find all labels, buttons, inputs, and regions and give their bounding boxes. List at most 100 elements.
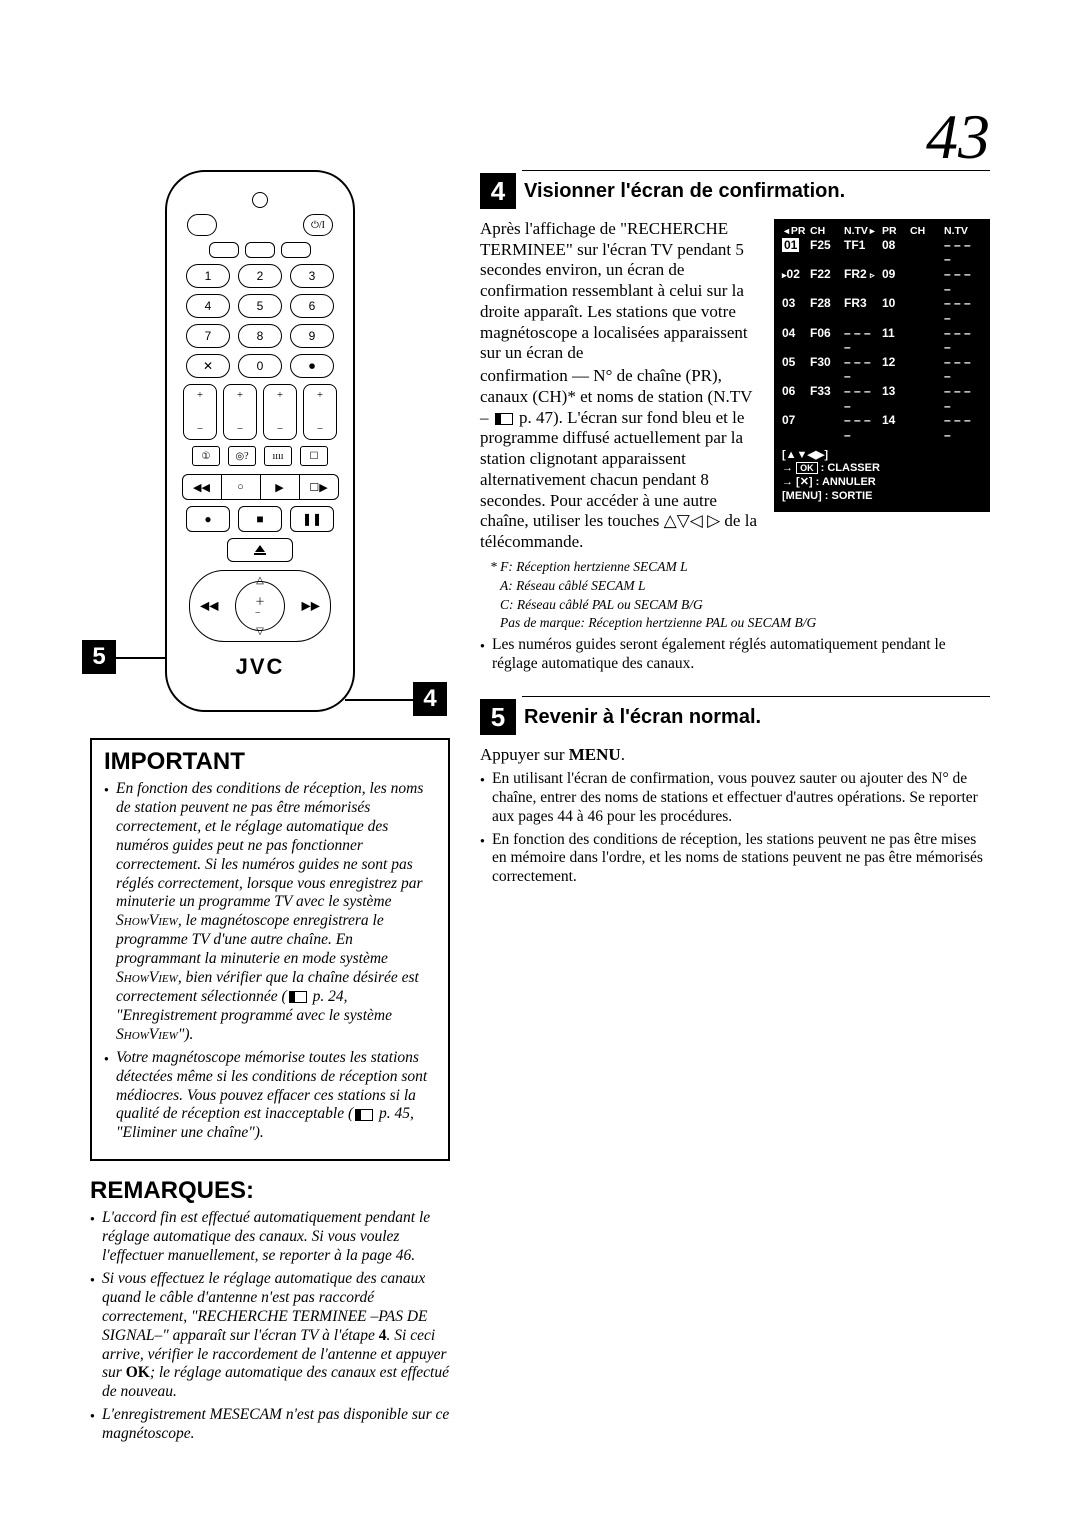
cell: F22	[810, 267, 840, 296]
manual-page: 43 5 4 ⏻/I	[0, 0, 1080, 1508]
cell: – – – –	[944, 326, 978, 355]
key-8: 8	[238, 324, 282, 348]
footnote-c: C: Réseau câblé PAL ou SECAM B/G	[500, 597, 990, 614]
cell: – – – –	[944, 238, 978, 267]
rew-icon: ◀◀	[183, 475, 222, 499]
dpad: △ ▽ ◀◀ ▶▶ ＋−	[189, 570, 331, 642]
transport-row: ◀◀ ○ ▶ ☐▶	[182, 474, 339, 500]
sq-4: ☐	[300, 446, 328, 466]
cell-label: FR2	[844, 267, 867, 281]
key-5-label: 5	[257, 299, 264, 313]
cell: 04	[782, 326, 806, 355]
conf-label: : CLASSER	[818, 462, 880, 474]
cell	[910, 267, 940, 296]
hdr-label: N.TV	[844, 225, 868, 237]
step-5: 5 Revenir à l'écran normal. Appuyer sur …	[480, 696, 990, 887]
minus-label: −	[277, 423, 283, 435]
footnote-f: * F: Réception hertzienne SECAM L	[490, 559, 990, 576]
cell: 05	[782, 355, 806, 384]
cell	[910, 326, 940, 355]
conf-footer: [▲▼◀▶] → OK : CLASSER → [✕] : ANNULER [M…	[782, 449, 982, 504]
key-6: 6	[290, 294, 334, 318]
step-4-body: ◄PR CH N.TV► PR CH N.TV 01 F25 TF1 08 – …	[480, 219, 990, 678]
remote-btn	[245, 242, 275, 258]
key-1: 1	[186, 264, 230, 288]
step-5-num: 5	[480, 699, 516, 735]
key-3: 3	[290, 264, 334, 288]
minus-label: −	[317, 423, 323, 435]
footnote-a: A: Réseau câblé SECAM L	[500, 578, 990, 595]
cell: F28	[810, 296, 840, 325]
lead-a: Appuyer sur	[480, 745, 569, 764]
cell: 06	[782, 384, 806, 413]
cell: F30	[810, 355, 840, 384]
cell: ▸02	[782, 267, 806, 296]
remote-btn	[281, 242, 311, 258]
cell: TF1	[844, 238, 878, 267]
important-title: IMPORTANT	[104, 748, 436, 776]
cell: 09	[882, 267, 906, 296]
cell: 13	[882, 384, 906, 413]
cell: 12	[882, 355, 906, 384]
page-number: 43	[926, 100, 990, 174]
cell	[910, 296, 940, 325]
power-button: ⏻/I	[303, 214, 333, 236]
cell	[910, 355, 940, 384]
cell: FR2 ▹	[844, 267, 878, 296]
step4-bullet: Les numéros guides seront également régl…	[480, 636, 990, 674]
callout-4-box: 4	[413, 682, 447, 716]
pm-1: +−	[183, 384, 217, 440]
cell-label: 02	[787, 267, 800, 281]
step5-bullets: En utilisant l'écran de confirmation, vo…	[480, 770, 990, 887]
cell: F25	[810, 238, 840, 267]
arrow-icon: →	[782, 462, 793, 474]
step-4-num: 4	[480, 173, 516, 209]
cell: – – – –	[944, 413, 978, 442]
key-9: 9	[290, 324, 334, 348]
plus-label: +	[317, 389, 323, 401]
step5-bullet: En utilisant l'écran de confirmation, vo…	[480, 770, 990, 827]
key-rec-small: ⏺	[290, 354, 334, 378]
remarks-list: L'accord fin est effectué automatiquemen…	[90, 1209, 450, 1444]
key-7: 7	[186, 324, 230, 348]
cell: – – – –	[944, 355, 978, 384]
step-5-title: Revenir à l'écran normal.	[524, 706, 761, 729]
important-item: Votre magnétoscope mémorise toutes les s…	[104, 1049, 436, 1144]
play-icon: ▶	[261, 475, 300, 499]
confirmation-screen: ◄PR CH N.TV► PR CH N.TV 01 F25 TF1 08 – …	[774, 219, 990, 512]
remarks-item: L'enregistrement MESECAM n'est pas dispo…	[90, 1406, 450, 1444]
left-column: 5 4 ⏻/I 123	[90, 170, 450, 1448]
important-list: En fonction des conditions de réception,…	[104, 780, 436, 1143]
brand-label: JVC	[181, 654, 339, 680]
remarks-title: REMARQUES:	[90, 1177, 450, 1205]
important-box: IMPORTANT En fonction des conditions de …	[90, 738, 450, 1161]
important-item: En fonction des conditions de réception,…	[104, 780, 436, 1045]
cell: – – – –	[844, 355, 878, 384]
cell: 11	[882, 326, 906, 355]
cell	[810, 413, 840, 442]
cell: 14	[882, 413, 906, 442]
ref-icon	[495, 413, 513, 425]
ff-icon: ☐▶	[300, 475, 338, 499]
cell: 08	[882, 238, 906, 267]
cell: – – – –	[944, 296, 978, 325]
rec-button: ●	[186, 506, 230, 532]
minus-label: −	[237, 423, 243, 435]
pm-4: +−	[303, 384, 337, 440]
cell: F33	[810, 384, 840, 413]
dpad-left-icon: ◀◀	[200, 599, 218, 614]
conf-hdr: CH	[910, 225, 940, 238]
step5-lead: Appuyer sur MENU.	[480, 745, 990, 766]
cell: 01	[782, 238, 806, 267]
eject-button	[227, 538, 293, 562]
ok-box: OK	[796, 462, 818, 474]
callout-5-line	[116, 657, 168, 659]
ref-icon	[355, 1109, 373, 1121]
key-5: 5	[238, 294, 282, 318]
remote-control: ⏻/I 123 456 789 ✕0⏺ +−	[165, 170, 355, 712]
pr01-highlight: 01	[782, 238, 799, 253]
cell: – – – –	[944, 267, 978, 296]
conf-classer: → OK : CLASSER	[782, 462, 982, 476]
callout-4-line	[345, 699, 413, 701]
cell: – – – –	[844, 326, 878, 355]
